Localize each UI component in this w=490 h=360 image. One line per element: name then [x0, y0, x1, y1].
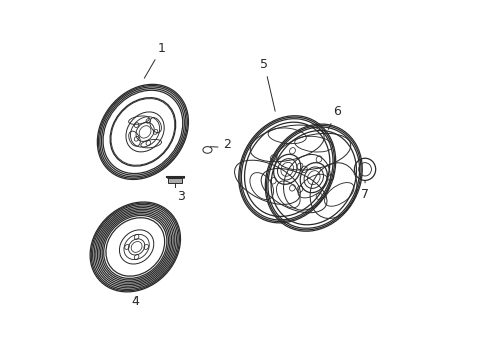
Bar [169, 177, 182, 183]
Text: 6: 6 [328, 105, 341, 129]
Text: 1: 1 [144, 41, 166, 78]
Text: 5: 5 [260, 58, 275, 111]
Text: 2: 2 [222, 138, 230, 151]
Text: 4: 4 [131, 295, 139, 308]
Text: 7: 7 [361, 180, 369, 202]
Text: 3: 3 [177, 190, 185, 203]
